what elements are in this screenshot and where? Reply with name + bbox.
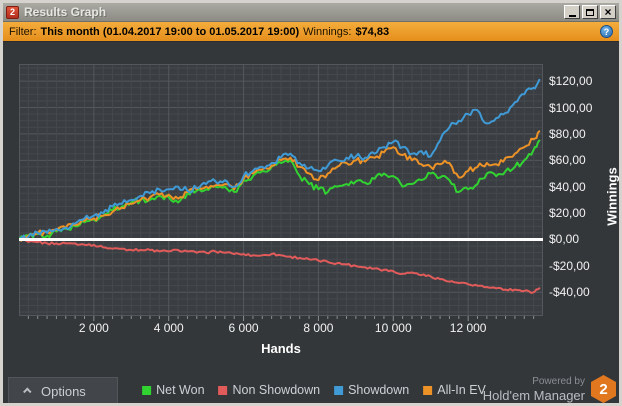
close-button[interactable]: × [600,5,616,19]
y-tick-label: -$20,00 [549,258,590,273]
x-tick-label: 10 000 [374,321,412,335]
results-plot [18,64,543,322]
window-title: Results Graph [24,5,107,19]
holdem-manager-text: Hold'em Manager [482,387,585,403]
x-tick-label: 4 000 [153,321,184,335]
winnings-value: $74,83 [355,25,390,38]
y-tick-label: $60,00 [549,153,586,168]
close-icon: × [604,5,612,19]
powered-by-text: Powered by [532,375,585,387]
legend-swatch-icon [423,385,433,395]
options-button-label: Options [41,383,86,399]
x-tick-label: 2 000 [78,321,109,335]
hm2-badge-label: 2 [599,380,608,398]
chevron-up-icon [23,387,32,396]
x-tick-label: 8 000 [303,321,334,335]
legend-item-non-showdown: Non Showdown [218,383,321,397]
powered-by-branding: Powered by Hold'em Manager 2 [483,375,616,403]
legend-item-net-won: Net Won [142,383,205,397]
hm2-badge-icon: 2 [591,375,616,403]
y-tick-label: $100,00 [549,100,593,115]
x-tick-label: 6 000 [228,321,259,335]
legend-item-showdown: Showdown [334,383,409,397]
legend-swatch-icon [218,385,228,395]
x-axis-title: Hands [261,341,301,356]
y-tick-label: $20,00 [549,206,586,221]
minimize-icon [568,14,576,17]
maximize-button[interactable] [582,5,598,19]
y-tick-label: $80,00 [549,126,586,141]
legend-item-all-in-ev: All-In EV [423,383,486,397]
bottom-bar: Options Net Won Non Showdown Showdown All-I… [6,372,619,403]
help-icon[interactable]: ? [600,25,613,38]
legend-label: All-In EV [437,383,486,397]
maximize-icon [586,8,594,16]
chart-area: $120,00 $100,00 $80,00 $60,00 $40,00 $20,00 $0… [6,46,620,403]
filter-bar: Filter: This month (01.04.2017 19:00 to … [3,22,619,42]
winnings-label: Winnings: [303,25,352,38]
y-tick-label: $120,00 [549,74,593,89]
filter-label: Filter: [9,25,37,38]
legend-label: Non Showdown [232,383,321,397]
hm2-app-icon: 2 [6,5,19,19]
y-tick-label: $40,00 [549,179,586,194]
chart-legend: Net Won Non Showdown Showdown All-In EV [142,383,486,397]
minimize-button[interactable] [564,5,580,19]
window-controls: × [564,5,616,19]
y-tick-label: $0,00 [549,232,580,247]
window-titlebar: 2 Results Graph × [3,3,619,22]
results-graph [18,64,543,321]
filter-value: This month (01.04.2017 19:00 to 01.05.20… [40,25,300,38]
hm2-app-icon-label: 2 [9,7,15,17]
legend-label: Net Won [156,383,205,397]
y-axis-title: Winnings [604,167,620,226]
legend-swatch-icon [334,385,344,395]
x-tick-label: 12 000 [449,321,487,335]
legend-swatch-icon [142,385,152,395]
options-button[interactable]: Options [8,377,118,403]
legend-label: Showdown [348,383,410,397]
y-tick-label: -$40,00 [549,285,590,300]
